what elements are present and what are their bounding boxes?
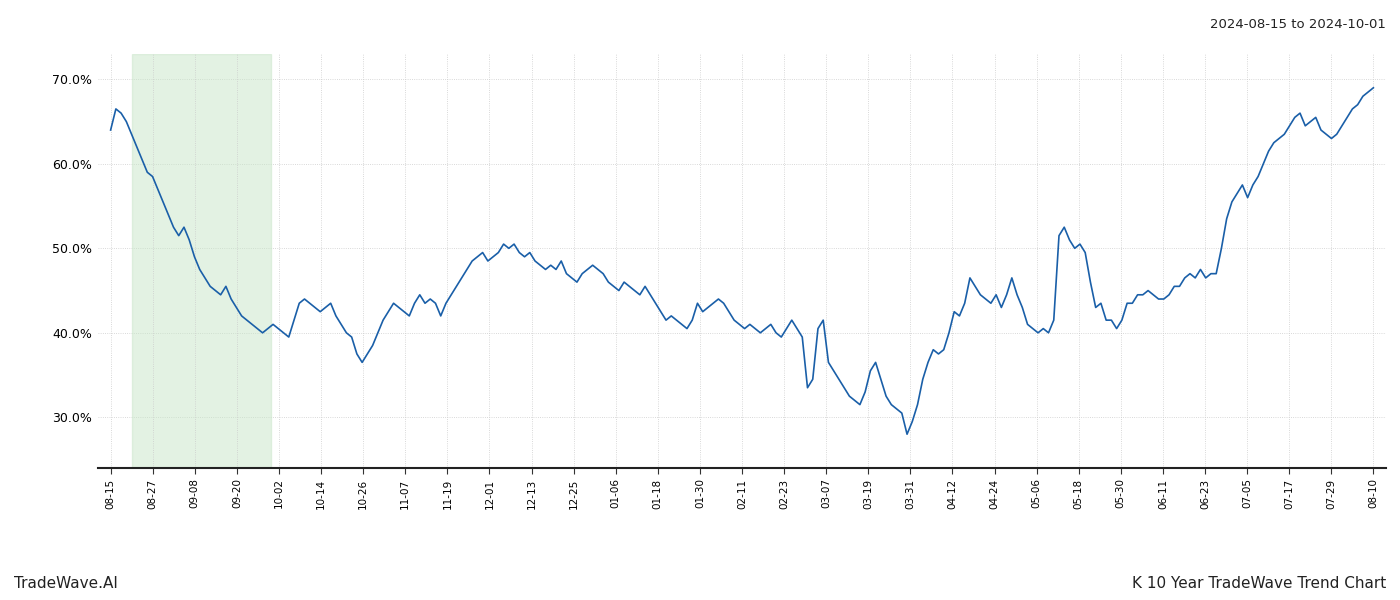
Text: TradeWave.AI: TradeWave.AI (14, 576, 118, 591)
Text: 2024-08-15 to 2024-10-01: 2024-08-15 to 2024-10-01 (1210, 18, 1386, 31)
Text: K 10 Year TradeWave Trend Chart: K 10 Year TradeWave Trend Chart (1131, 576, 1386, 591)
Bar (132, 54, 270, 468)
